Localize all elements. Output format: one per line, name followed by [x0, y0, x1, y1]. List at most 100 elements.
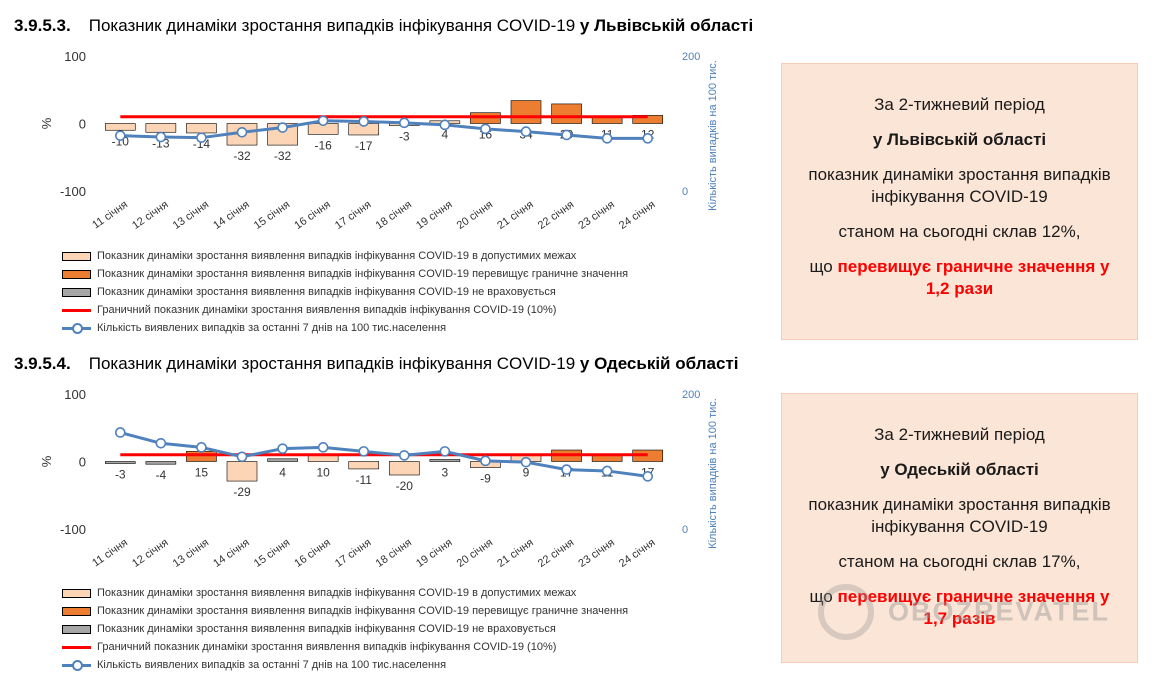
cases-point — [642, 471, 654, 482]
cases-point — [114, 427, 126, 438]
x-tick-label: 24 січня — [617, 199, 658, 232]
legend-item-gray: Показник динаміки зростання виявлення ви… — [62, 283, 628, 301]
bar — [186, 123, 217, 134]
y2-tick-label: 0 — [682, 186, 688, 198]
x-tick-label: 22 січня — [536, 199, 577, 232]
legend-label: Показник динаміки зростання виявлення ви… — [97, 623, 556, 635]
legend-item-blue: Кількість виявлених випадків за останні … — [62, 319, 628, 337]
y-tick-label: 100 — [64, 387, 86, 402]
cases-point — [114, 130, 126, 141]
cases-point — [480, 455, 491, 467]
y2-tick-label: 200 — [682, 389, 700, 401]
x-tick-label: 22 січня — [536, 537, 577, 570]
legend-label: Показник динаміки зростання виявлення ви… — [97, 587, 577, 599]
bar — [226, 461, 258, 482]
bar-value-label: -32 — [233, 149, 251, 163]
x-tick-label: 12 січня — [130, 199, 171, 232]
info-highlight: перевищує граничне значення у 1,7 разів — [837, 587, 1110, 628]
bar-value-label: 9 — [523, 466, 530, 480]
x-tick-label: 23 січня — [576, 199, 617, 232]
x-tick-label: 15 січня — [252, 199, 293, 232]
x-tick-label: 13 січня — [171, 537, 212, 570]
bar — [388, 461, 420, 476]
cases-point — [317, 115, 329, 127]
bar-value-label: -3 — [115, 468, 126, 482]
legend-item-red: Граничний показник динаміки зростання ви… — [62, 301, 628, 319]
bar-value-label: -20 — [396, 479, 414, 493]
cases-point — [398, 117, 410, 129]
cases-point — [358, 116, 370, 127]
lviv-legend: Показник динаміки зростання виявлення ви… — [62, 247, 628, 337]
x-tick-label: 11 січня — [90, 199, 130, 232]
x-tick-label: 24 січня — [617, 537, 658, 570]
cases-point — [642, 133, 654, 144]
y2-axis-label: Кількість випадків на 100 тис. — [707, 398, 719, 549]
bar — [510, 100, 542, 124]
heading-region: у Одеській області — [579, 354, 739, 373]
y-tick-label: 0 — [79, 117, 86, 132]
legend-swatch-light — [62, 588, 91, 598]
legend-item-blue: Кількість виявлених випадків за останні … — [62, 656, 628, 674]
cases-point — [561, 464, 572, 475]
cases-line — [119, 431, 648, 478]
section-number: 3.9.5.4. — [14, 354, 71, 373]
cases-point — [236, 451, 248, 463]
y-tick-label: -100 — [60, 522, 86, 537]
x-tick-label: 15 січня — [252, 537, 293, 570]
x-tick-label: 12 січня — [130, 537, 171, 570]
bar — [551, 103, 582, 124]
cases-line — [120, 119, 648, 140]
cases-point — [561, 129, 572, 141]
heading-region: у Львівській області — [579, 16, 754, 35]
watermark-logo-icon — [818, 584, 874, 640]
info-prefix: що — [809, 257, 838, 276]
legend-label: Граничний показник динаміки зростання ви… — [97, 304, 557, 316]
x-tick-label: 21 січня — [495, 199, 536, 232]
x-tick-label: 20 січня — [455, 199, 496, 232]
odesa-legend: Показник динаміки зростання виявлення ви… — [62, 584, 628, 674]
cases-point — [155, 437, 167, 449]
bar-value-label: -17 — [355, 139, 373, 153]
legend-label: Кількість виявлених випадків за останні … — [97, 322, 447, 334]
y2-axis-label: Кількість випадків на 100 тис. — [707, 60, 719, 211]
legend-item-light: Показник динаміки зростання виявлення ви… — [62, 247, 628, 265]
bar-value-label: -4 — [156, 468, 167, 482]
lviv-chart: 100 0 -100% 200 0 Кількість випадків на 100 т… — [39, 49, 719, 232]
x-tick-label: 17 січня — [333, 199, 374, 232]
y-axis-label: % — [39, 117, 54, 129]
legend-label: Показник динаміки зростання виявлення ви… — [97, 605, 629, 617]
info-region: у Одеській області — [880, 460, 1039, 479]
section-1-heading: 3.9.5.3. Показник динаміки зростання випа… — [14, 16, 753, 36]
cases-point — [601, 465, 613, 477]
info-conclusion: що перевищує граничне значення у 1,2 раз… — [782, 256, 1137, 300]
legend-item-gray: Показник динаміки зростання виявлення ви… — [62, 620, 628, 638]
legend-label: Граничний показник динаміки зростання ви… — [97, 641, 557, 653]
cases-point — [196, 132, 207, 143]
bar-value-label: -11 — [355, 473, 372, 487]
legend-item-red: Граничний показник динаміки зростання ви… — [62, 638, 628, 656]
cases-point — [480, 123, 491, 135]
legend-swatch-dark — [62, 269, 91, 279]
cases-point — [520, 126, 532, 137]
legend-label: Показник динаміки зростання виявлення ви… — [97, 268, 629, 280]
info-region: у Львівській області — [872, 130, 1047, 149]
bar-value-label: -9 — [480, 472, 491, 486]
bar — [429, 459, 461, 462]
info-line: станом на сьогодні склав 12%, — [838, 222, 1081, 241]
x-tick-label: 13 січня — [171, 199, 212, 232]
x-tick-label: 14 січня — [211, 537, 252, 570]
bar — [145, 461, 177, 465]
bar — [186, 451, 217, 462]
cases-point — [317, 442, 329, 453]
legend-swatch-blue — [62, 322, 91, 334]
bar-value-label: -3 — [399, 130, 410, 144]
legend-item-dark: Показник динаміки зростання виявлення ви… — [62, 602, 628, 620]
section-2-heading: 3.9.5.4. Показник динаміки зростання випа… — [14, 354, 738, 374]
x-tick-label: 20 січня — [455, 537, 496, 570]
y-axis-label: % — [39, 455, 54, 467]
bar — [267, 458, 298, 462]
x-tick-label: 18 січня — [374, 537, 415, 570]
bar — [145, 123, 177, 133]
cases-point — [358, 446, 370, 457]
legend-swatch-light — [62, 251, 91, 261]
